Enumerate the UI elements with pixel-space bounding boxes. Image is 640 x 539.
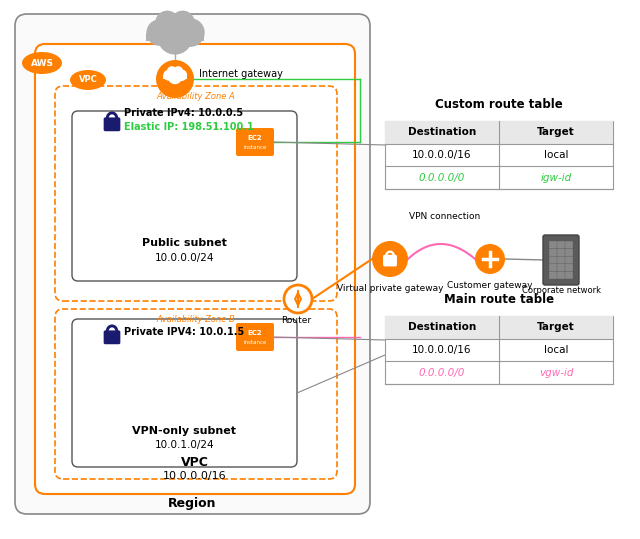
Circle shape [167,66,177,76]
Text: vgw-id: vgw-id [539,368,573,378]
Text: AWS: AWS [31,59,54,67]
FancyBboxPatch shape [549,272,557,279]
Ellipse shape [22,52,62,74]
Text: Custom route table: Custom route table [435,98,563,111]
Bar [163,75,187,79]
Text: 10.0.0.0/24: 10.0.0.0/24 [155,253,214,263]
Text: Router: Router [281,316,311,325]
Circle shape [156,60,194,98]
FancyBboxPatch shape [236,128,274,156]
Circle shape [157,19,193,54]
FancyBboxPatch shape [557,264,565,271]
FancyBboxPatch shape [557,241,565,248]
FancyBboxPatch shape [35,44,355,494]
Text: VPC: VPC [181,455,209,468]
FancyBboxPatch shape [104,331,120,343]
Text: Destination: Destination [408,322,476,333]
Circle shape [171,11,195,35]
FancyBboxPatch shape [72,111,297,281]
Text: igw-id: igw-id [540,172,572,183]
FancyBboxPatch shape [72,319,297,467]
Text: Region: Region [168,497,217,510]
FancyBboxPatch shape [557,249,565,256]
Text: instance: instance [243,145,267,150]
Text: 10.0.1.0/24: 10.0.1.0/24 [155,440,214,450]
FancyBboxPatch shape [557,272,565,279]
Text: Customer gateway: Customer gateway [447,281,532,290]
Text: Elastic IP: 198.51.100.1: Elastic IP: 198.51.100.1 [124,122,253,132]
FancyBboxPatch shape [384,255,396,266]
Text: Corporate network: Corporate network [522,286,600,295]
FancyBboxPatch shape [549,264,557,271]
Text: VPN connection: VPN connection [410,212,481,221]
Text: instance: instance [243,340,267,345]
Text: EC2: EC2 [248,135,262,141]
FancyBboxPatch shape [565,241,573,248]
Circle shape [156,11,179,35]
Text: Private IPv4: 10.0.0.5: Private IPv4: 10.0.0.5 [124,108,243,118]
Circle shape [168,70,182,84]
Circle shape [175,70,187,81]
Circle shape [163,70,174,81]
FancyBboxPatch shape [104,118,120,130]
FancyBboxPatch shape [543,235,579,285]
FancyBboxPatch shape [549,257,557,264]
Circle shape [284,285,312,313]
FancyBboxPatch shape [565,264,573,271]
Bar [385,316,613,384]
Bar [385,121,613,144]
Circle shape [475,244,505,274]
Bar [385,121,613,189]
FancyBboxPatch shape [549,249,557,256]
Text: VPN-only subnet: VPN-only subnet [132,426,237,436]
Ellipse shape [70,70,106,90]
Text: 10.0.0.0/16: 10.0.0.0/16 [412,345,472,355]
FancyBboxPatch shape [15,14,370,514]
Text: Availability Zone A: Availability Zone A [157,92,236,101]
FancyBboxPatch shape [557,257,565,264]
Circle shape [173,66,183,76]
Text: Public subnet: Public subnet [142,238,227,248]
Text: local: local [544,345,568,355]
Text: VPC: VPC [79,75,97,85]
Text: EC2: EC2 [248,330,262,336]
Bar [147,32,204,42]
Text: local: local [544,150,568,160]
Text: Internet gateway: Internet gateway [199,69,283,79]
Text: 0.0.0.0/0: 0.0.0.0/0 [419,172,465,183]
FancyBboxPatch shape [565,257,573,264]
Text: Private IPV4: 10.0.1.5: Private IPV4: 10.0.1.5 [124,327,244,337]
Circle shape [147,19,173,46]
FancyBboxPatch shape [565,249,573,256]
FancyBboxPatch shape [549,241,557,248]
Text: Availability Zone B: Availability Zone B [157,315,236,324]
Text: Target: Target [537,322,575,333]
Text: Main route table: Main route table [444,293,554,306]
Bar [385,316,613,338]
Text: Target: Target [537,127,575,137]
Text: 0.0.0.0/0: 0.0.0.0/0 [419,368,465,378]
FancyBboxPatch shape [236,323,274,351]
Text: Destination: Destination [408,127,476,137]
Text: 10.0.0.0/16: 10.0.0.0/16 [412,150,472,160]
Circle shape [176,18,205,47]
Circle shape [372,241,408,277]
Text: Virtual private gateway: Virtual private gateway [337,284,444,293]
Text: 10.0.0.0/16: 10.0.0.0/16 [163,471,227,481]
FancyBboxPatch shape [565,272,573,279]
